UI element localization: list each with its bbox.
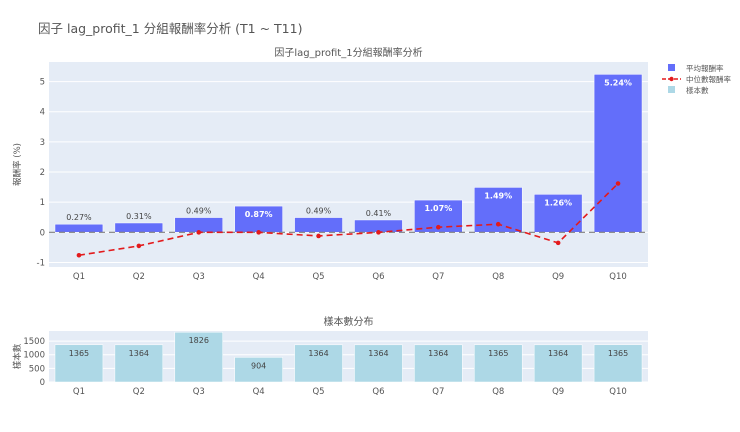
- x-tick-label: Q8: [492, 272, 504, 282]
- bar-value-label: 1365: [608, 349, 628, 358]
- bar[interactable]: [354, 344, 403, 383]
- median-marker[interactable]: [376, 230, 381, 235]
- x-tick-label: Q10: [609, 387, 627, 397]
- bar-value-label: 1.49%: [484, 191, 512, 200]
- median-marker[interactable]: [555, 240, 561, 246]
- y-tick-label: 1500: [23, 337, 45, 347]
- median-marker[interactable]: [256, 230, 261, 235]
- y-tick-label: 500: [29, 364, 45, 374]
- x-tick-label: Q3: [193, 272, 205, 282]
- median-marker[interactable]: [136, 243, 142, 249]
- legend-swatch-icon: [668, 86, 675, 93]
- bar[interactable]: [174, 331, 223, 383]
- x-tick-label: Q6: [372, 272, 384, 282]
- bar[interactable]: [474, 344, 523, 383]
- x-tick-label: Q6: [372, 387, 384, 397]
- x-tick-label: Q10: [609, 272, 627, 282]
- bar[interactable]: [593, 74, 643, 233]
- legend-item[interactable]: 平均報酬率: [668, 63, 724, 73]
- bar[interactable]: [114, 222, 164, 233]
- y-tick-label: 3: [40, 138, 45, 148]
- bar[interactable]: [114, 344, 164, 383]
- x-tick-label: Q4: [253, 272, 265, 282]
- y-tick-label: 1: [40, 198, 45, 208]
- x-tick-label: Q9: [552, 272, 564, 282]
- x-tick-label: Q2: [133, 387, 145, 397]
- x-tick-label: Q1: [73, 387, 85, 397]
- y-tick-label: 4: [40, 108, 45, 118]
- legend-swatch-icon: [668, 64, 675, 71]
- y-tick-label: 0: [40, 228, 45, 238]
- median-line: [78, 182, 619, 257]
- bar-value-label: 5.24%: [604, 78, 632, 87]
- bar-value-label: 0.49%: [186, 207, 212, 216]
- bar-value-label: 1364: [548, 349, 568, 358]
- bar-value-label: 0.31%: [126, 212, 152, 221]
- legend-label: 平均報酬率: [686, 63, 724, 73]
- median-marker[interactable]: [615, 181, 621, 186]
- median-marker[interactable]: [76, 252, 82, 258]
- bar[interactable]: [533, 194, 583, 233]
- bar-value-label: 1.07%: [424, 204, 452, 213]
- bar-value-label: 1.26%: [544, 198, 572, 207]
- x-tick-label: Q9: [552, 387, 564, 397]
- bar[interactable]: [593, 344, 643, 383]
- bar-value-label: 0.49%: [306, 207, 332, 216]
- median-marker[interactable]: [316, 233, 321, 239]
- bar-value-label: 1364: [368, 349, 388, 358]
- bar[interactable]: [294, 344, 343, 383]
- x-tick-label: Q5: [312, 387, 324, 397]
- bar[interactable]: [54, 223, 104, 233]
- legend-item[interactable]: 中位數報酬率: [662, 74, 731, 84]
- bar[interactable]: [54, 344, 104, 383]
- chart-title: 因子lag_profit_1分組報酬率分析: [274, 46, 422, 59]
- bar[interactable]: [234, 357, 283, 383]
- bar[interactable]: [294, 217, 343, 233]
- bar-value-label: 1826: [189, 336, 209, 345]
- bar-value-label: 1364: [428, 349, 448, 358]
- x-tick-label: Q5: [312, 272, 324, 282]
- bar-value-label: 904: [251, 361, 266, 370]
- bar[interactable]: [414, 344, 463, 383]
- legend-item[interactable]: 樣本數: [668, 85, 709, 95]
- x-tick-label: Q8: [492, 387, 504, 397]
- bar[interactable]: [234, 205, 283, 233]
- median-marker[interactable]: [196, 230, 202, 235]
- bar[interactable]: [533, 344, 583, 383]
- x-tick-label: Q7: [432, 272, 444, 282]
- x-tick-label: Q2: [133, 272, 145, 282]
- x-tick-label: Q3: [193, 387, 205, 397]
- x-tick-label: Q7: [432, 387, 444, 397]
- bar-value-label: 0.87%: [245, 210, 273, 219]
- plot-area: [49, 62, 648, 267]
- page-title: 因子 lag_profit_1 分組報酬率分析 (T1 ~ T11): [38, 21, 303, 36]
- chart-title: 樣本數分布: [324, 315, 374, 328]
- y-axis-label: 報酬率 (%): [12, 143, 23, 186]
- median-marker[interactable]: [495, 221, 501, 227]
- y-tick-label: 1000: [23, 351, 45, 361]
- legend-label: 樣本數: [686, 85, 709, 95]
- bar-value-label: 1364: [129, 349, 149, 358]
- y-tick-label: 2: [40, 168, 45, 178]
- bar-value-label: 1364: [308, 349, 328, 358]
- bar-value-label: 1365: [488, 349, 508, 358]
- y-axis-label: 樣本數: [12, 343, 23, 369]
- median-marker[interactable]: [436, 224, 441, 230]
- bar-value-label: 1365: [69, 349, 89, 358]
- bar-value-label: 0.27%: [66, 213, 92, 222]
- y-tick-label: -1: [37, 258, 45, 268]
- legend-marker-icon: [669, 76, 674, 82]
- x-tick-label: Q1: [73, 272, 85, 282]
- y-tick-label: 5: [40, 78, 45, 88]
- y-tick-label: 0: [40, 378, 45, 388]
- x-tick-label: Q4: [253, 387, 265, 397]
- bar-value-label: 0.41%: [366, 209, 392, 218]
- legend-label: 中位數報酬率: [686, 74, 731, 84]
